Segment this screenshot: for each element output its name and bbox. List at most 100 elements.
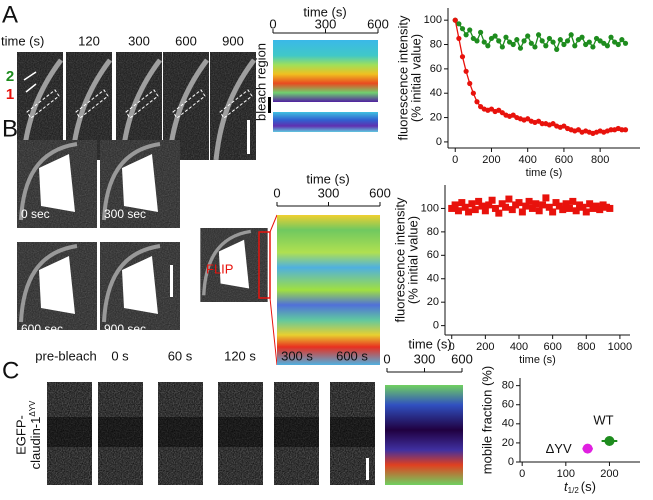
y-axis-label: fluorescence intensity [395,15,410,141]
point [459,54,466,60]
y-tick-label: 60 [430,63,442,75]
image [274,382,319,485]
point [485,43,491,49]
x-tick-label: 800 [591,154,609,166]
point [461,203,469,211]
x-tick-label: 400 [519,154,537,166]
point [474,99,480,105]
point [579,203,587,211]
y-tick-label: 40 [502,418,514,430]
x-tick-label: 300 [414,351,436,366]
x-axis-label-symbol: t [564,479,569,494]
point [521,38,527,44]
point [499,44,505,50]
point-label: WT [593,412,613,427]
kymograph [273,112,378,132]
x-tick-label: 0 [269,16,276,31]
x-tick-label: 800 [577,341,595,353]
point [528,40,534,46]
point [565,204,573,212]
point [505,195,513,203]
point [604,436,615,446]
point [508,206,516,214]
point [582,208,590,216]
x-tick-label: 200 [600,468,618,480]
x-tick-label: 600 [451,351,473,366]
point [478,202,486,210]
point [454,207,462,215]
time-label: time (s) [1,33,44,48]
point [619,37,625,43]
point [582,443,593,454]
point [532,200,540,208]
y-tick-label: 60 [502,399,514,411]
frame-label: 0 s [111,348,129,363]
frame-label: 600 s [336,348,368,363]
point [606,204,614,212]
point [561,41,567,48]
point [456,35,462,42]
y-axis-label: fluorescence intensity [392,197,407,323]
x-axis-label-unit: (s) [581,479,596,494]
point [572,43,578,49]
point [539,38,545,44]
point [539,121,545,127]
frame-label: 300 sec [104,207,146,221]
point [474,38,480,44]
point [590,44,596,50]
point [463,68,469,74]
point [592,202,600,210]
y-tick-label: 80 [427,226,439,238]
connector [269,297,278,366]
point [528,204,536,212]
row-label: claudin-1ΔYV [28,400,43,469]
point [543,43,549,49]
point [517,45,524,51]
point [622,127,629,133]
image [17,242,97,330]
kymograph [277,215,380,365]
frame-label: 600 [175,33,197,48]
arrow [23,71,37,93]
x-tick-label: 300 [315,16,337,31]
point [514,37,520,43]
y-tick-label: 40 [430,87,442,99]
point [608,127,614,133]
point [495,209,503,217]
panel-label: B [2,115,18,142]
point [498,200,506,208]
point [569,197,577,205]
point [619,127,625,133]
y-tick-label: 0 [433,320,439,332]
x-tick-label: 600 [555,154,573,166]
point [535,207,543,215]
point [596,206,604,214]
point [467,80,473,87]
frame-label: pre-bleach [35,348,96,363]
flip-label: FLIP [206,261,233,276]
x-axis-label: time (s) [519,354,556,366]
frame-label: 300 s [281,348,313,363]
point [559,206,567,214]
point [478,29,484,35]
point [604,43,610,49]
y-tick-label: 100 [421,202,439,214]
point [552,199,560,207]
point [502,203,510,211]
kymograph [385,385,463,485]
y-axis-label: (% initial value) [405,216,420,304]
image [47,382,92,485]
x-tick-label: 200 [476,341,494,353]
y-tick-label: 20 [430,111,442,123]
point [525,197,533,205]
scale-bar [366,458,369,480]
point [615,41,621,48]
frame-label: 60 s [168,348,193,363]
y-tick-label: 20 [502,437,514,449]
connector [269,214,278,233]
y-tick-label: 100 [424,14,442,26]
x-tick-label: 600 [369,185,391,200]
point [448,204,456,212]
point [539,201,547,209]
